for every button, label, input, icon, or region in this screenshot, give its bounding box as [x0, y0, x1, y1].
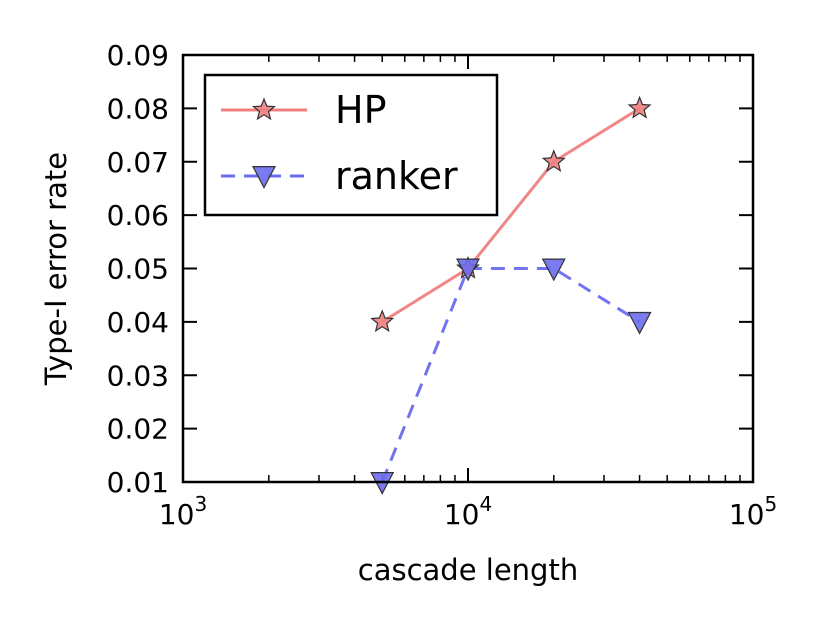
y-tick-label: 0.09 — [107, 39, 169, 72]
legend-marker-hp — [251, 97, 277, 121]
data-point-ranker — [541, 258, 566, 282]
plot-frame — [181, 53, 755, 484]
series-markers — [370, 95, 652, 495]
series-line-ranker — [380, 267, 641, 483]
y-tick-label: 0.03 — [107, 359, 169, 392]
y-tick-label: 0.08 — [107, 92, 169, 125]
y-tick-label: 0.07 — [107, 146, 169, 179]
data-point-hp — [541, 149, 566, 172]
series-lines — [380, 107, 641, 483]
x-tick-label: 104 — [444, 492, 492, 531]
y-tick-label: 0.04 — [107, 306, 169, 339]
legend: HP ranker — [203, 73, 499, 217]
y-axis-label: Type-I error rate — [39, 152, 73, 386]
data-point-ranker — [456, 258, 480, 282]
legend-label-hp: HP — [335, 88, 387, 132]
data-point-hp — [370, 309, 395, 333]
series-line-hp — [381, 107, 641, 324]
data-point-ranker — [627, 311, 652, 335]
x-axis-label: cascade length — [358, 553, 578, 587]
y-tick-label: 0.05 — [107, 253, 169, 286]
y-tick-label: 0.02 — [107, 413, 169, 446]
tick-labels: 103 104 105 0.01 0.02 0.03 0.04 0.05 0.06 0.07 0.0… — [107, 39, 778, 531]
legend-box — [203, 73, 499, 217]
x-tick-label: 103 — [159, 492, 207, 531]
legend-label-ranker: ranker — [335, 154, 458, 198]
x-tick-label: 105 — [729, 492, 777, 531]
y-tick-label: 0.06 — [107, 199, 169, 232]
data-point-hp — [627, 95, 652, 119]
legend-marker-ranker — [252, 166, 276, 189]
y-tick-label: 0.01 — [107, 466, 169, 499]
